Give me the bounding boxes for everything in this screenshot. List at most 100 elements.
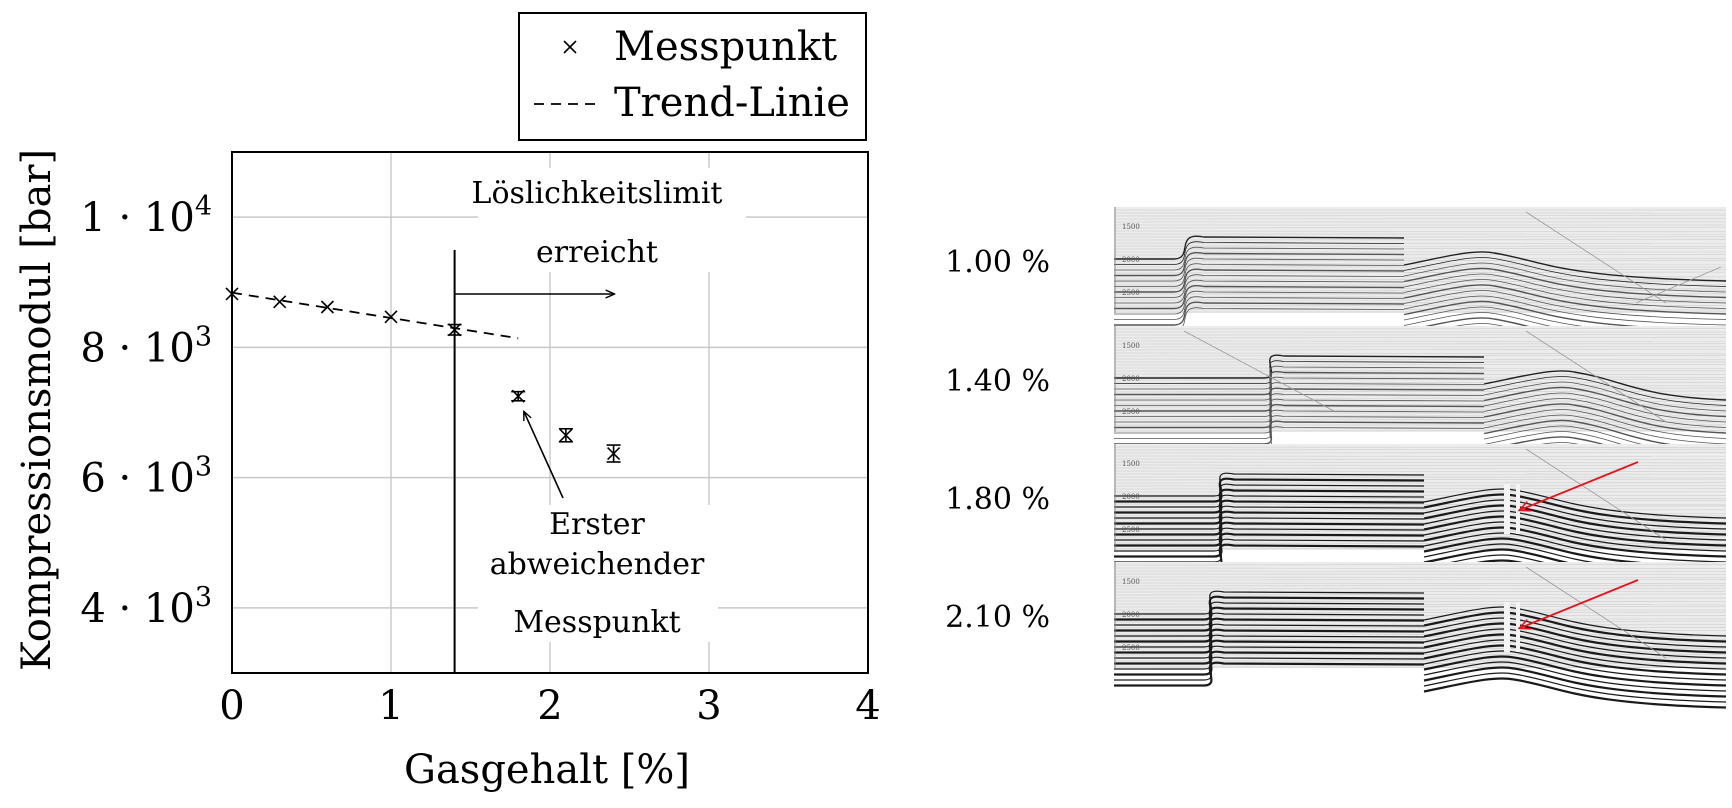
legend-label-messpunkt: Messpunkt	[614, 24, 837, 70]
layer-path	[1114, 661, 1727, 709]
legend-label-trend-linie: Trend-Linie	[614, 80, 850, 126]
marker-x-stroke	[273, 295, 287, 309]
noise-line	[1113, 242, 1727, 244]
y-axis-label: Kompressionsmodul [bar]	[14, 149, 60, 671]
layer-path	[1114, 263, 1727, 309]
annotation-bg-limit	[478, 168, 746, 272]
data-point	[558, 427, 573, 443]
y-tick-label: 6 · 103	[80, 452, 212, 502]
annotation-deviating-line: Messpunkt	[513, 605, 680, 640]
noise-line	[1113, 458, 1727, 461]
noise-line	[1113, 218, 1727, 220]
noise-line	[1113, 418, 1727, 421]
data-points	[225, 287, 621, 463]
thumbnail-tick-label: 2500	[1122, 526, 1140, 534]
scatter-plot: Löslichkeitslimit erreicht Erster abweichen…	[14, 149, 881, 793]
data-point	[606, 444, 621, 463]
noise-line	[1113, 653, 1727, 656]
annotation-deviating-line: Erster	[549, 507, 645, 542]
noise-line	[1113, 358, 1727, 361]
thumbnail-diagonals	[1183, 330, 1667, 423]
annotation-backgrounds	[478, 168, 746, 642]
noise-line	[1113, 627, 1727, 629]
thumbnail-layers	[1114, 354, 1727, 472]
thumbnail-tick-label: 2500	[1122, 408, 1140, 416]
data-point	[384, 310, 398, 324]
thumbnail-layers	[1114, 590, 1727, 709]
noise-line	[1113, 587, 1727, 590]
gas-gap	[1516, 602, 1520, 652]
diagonal-line	[1525, 566, 1667, 659]
thumbnail-tick-label: 2500	[1122, 289, 1140, 297]
noise-line	[1113, 287, 1727, 290]
noise-line	[1113, 230, 1727, 233]
noise-line	[1113, 247, 1727, 250]
noise-line	[1113, 336, 1727, 339]
noise-line	[1113, 382, 1727, 384]
layer-path	[1114, 284, 1727, 332]
thumbnail-label: 1.80 %	[945, 482, 1050, 517]
noise-line	[1113, 448, 1727, 451]
thumbnail-noise	[1113, 328, 1727, 432]
noise-line	[1113, 576, 1727, 579]
thumbnail-tick-label: 2500	[1122, 644, 1140, 652]
marker-x-stroke	[320, 300, 334, 314]
plot-frame	[231, 151, 869, 674]
noise-line	[1113, 647, 1727, 650]
noise-line	[1113, 373, 1727, 375]
legend-box	[518, 12, 867, 141]
layer-path	[1114, 241, 1727, 287]
diagonal-line	[1525, 211, 1667, 304]
y-tick-label: 4 · 103	[80, 582, 212, 632]
gas-gap	[1504, 602, 1510, 652]
noise-line	[1113, 593, 1727, 596]
y-tick-labels: 4 · 103 6 · 103 8 · 103 1 · 104	[80, 191, 212, 632]
annotation-limit-line: Löslichkeitslimit	[472, 176, 723, 211]
noise-line	[1113, 355, 1727, 357]
noise-line	[1113, 340, 1727, 342]
y-tick-label: 8 · 103	[80, 321, 212, 371]
noise-line	[1113, 259, 1727, 262]
thumbnail-label: 1.40 %	[945, 364, 1050, 399]
thumbnail-layers	[1114, 235, 1727, 353]
data-point	[511, 389, 526, 403]
noise-line	[1113, 464, 1727, 467]
thumbnail-tick-label: 1500	[1122, 460, 1140, 468]
noise-line	[1113, 547, 1727, 550]
noise-line	[1113, 503, 1727, 506]
annotation-deviating-line: abweichender	[490, 547, 705, 582]
noise-line	[1113, 289, 1727, 292]
diagonal-line	[1183, 330, 1335, 412]
thumbnail-tick-label: 1500	[1122, 578, 1140, 586]
layer-path	[1114, 268, 1727, 315]
annotation-limit-line: erreicht	[536, 235, 658, 270]
noise-line	[1113, 535, 1727, 538]
noise-line	[1113, 563, 1727, 566]
first-deviating-arrow	[524, 412, 564, 499]
thumbnail-tick-label: 1500	[1122, 223, 1140, 231]
noise-line	[1113, 308, 1727, 311]
x-tick-label: 1	[378, 683, 403, 729]
y-tick-label: 1 · 104	[80, 191, 212, 241]
legend-marker-x	[563, 40, 577, 54]
noise-line	[1113, 579, 1727, 581]
x-tick-label: 4	[855, 683, 880, 729]
noise-line	[1113, 352, 1727, 355]
thumbnail: 1.00 % 1500 2000 2500	[945, 207, 1727, 353]
layer-path	[1114, 274, 1727, 320]
noise-line	[1113, 348, 1727, 351]
noise-line	[1113, 378, 1727, 381]
thumbnail-tick-label: 2000	[1122, 256, 1140, 264]
data-point	[273, 295, 287, 309]
noise-line	[1113, 430, 1727, 432]
thumbnail: 1.40 % 1500 2000 2500	[945, 326, 1727, 472]
layer-path	[1114, 279, 1727, 326]
red-arrow	[1520, 579, 1639, 628]
data-point	[320, 300, 334, 314]
diagonal-line	[1525, 448, 1667, 541]
gas-gap	[1504, 484, 1510, 534]
red-arrow	[1520, 461, 1639, 510]
noise-line	[1113, 542, 1727, 545]
